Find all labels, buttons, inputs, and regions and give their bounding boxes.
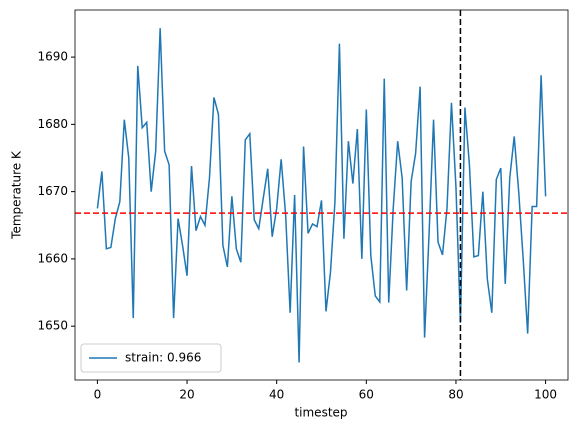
x-tick-label: 0 bbox=[94, 388, 102, 402]
x-tick-label: 80 bbox=[448, 388, 463, 402]
x-tick-label: 40 bbox=[269, 388, 284, 402]
x-tick-label: 20 bbox=[179, 388, 194, 402]
axes-frame bbox=[74, 9, 569, 381]
y-axis-label: Temperature K bbox=[10, 150, 24, 240]
y-tick-label: 1660 bbox=[37, 251, 68, 265]
x-tick-label: 60 bbox=[359, 388, 374, 402]
x-axis-label: timestep bbox=[294, 406, 347, 420]
y-tick-label: 1680 bbox=[37, 117, 68, 131]
data-line bbox=[96, 28, 547, 363]
y-tick-label: 1650 bbox=[37, 319, 68, 333]
x-tick-label: 100 bbox=[534, 388, 557, 402]
legend-box bbox=[80, 343, 222, 373]
y-tick-label: 1670 bbox=[37, 184, 68, 198]
legend-label: strain: 0.966 bbox=[125, 351, 201, 365]
y-tick-label: 1690 bbox=[37, 50, 68, 64]
